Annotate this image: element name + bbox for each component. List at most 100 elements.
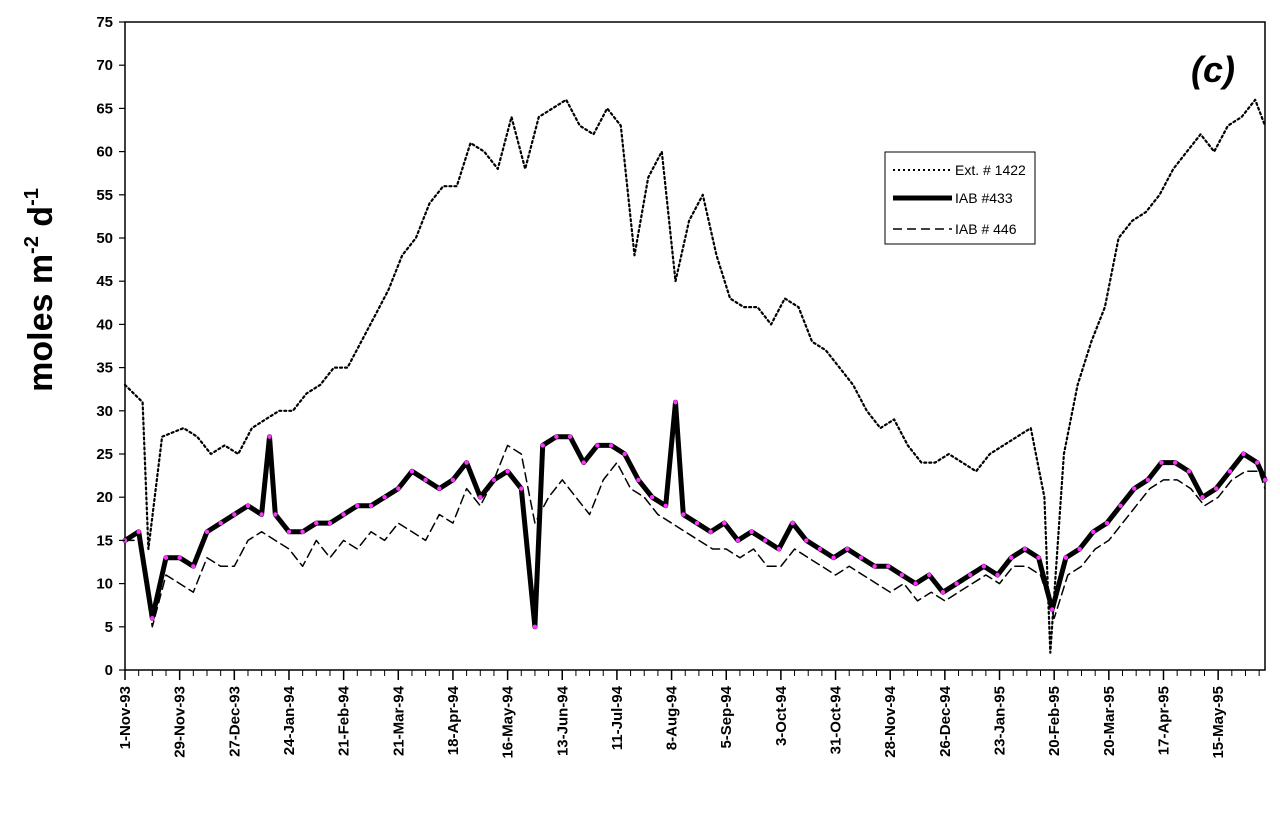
series-1-point bbox=[636, 477, 641, 483]
series-1-point bbox=[872, 564, 877, 569]
series-1-point bbox=[286, 529, 292, 534]
series-1-point bbox=[649, 495, 655, 500]
series-1-point bbox=[409, 469, 415, 474]
series-layer bbox=[122, 98, 1268, 654]
series-1-point bbox=[817, 546, 823, 552]
series-1-point bbox=[940, 590, 946, 595]
plot-area bbox=[124, 21, 1266, 671]
series-1-point bbox=[954, 581, 959, 586]
series-1-point bbox=[1077, 546, 1082, 552]
series-1-point bbox=[595, 443, 600, 448]
x-tick-label: 23-Jan-95 bbox=[992, 686, 1009, 755]
x-axis: 1-Nov-93 29-Nov-93 27-Dec-93 24-Jan-94 21-Fe… bbox=[117, 670, 1260, 759]
series-1-point bbox=[1009, 555, 1014, 560]
y-tick-label: 65 bbox=[96, 100, 113, 117]
series-1-point bbox=[163, 555, 169, 560]
y-tick-label: 45 bbox=[96, 273, 113, 290]
y-axis-label-sup2: -1 bbox=[21, 188, 43, 206]
y-tick-label: 70 bbox=[96, 57, 113, 74]
series-1-point bbox=[1022, 546, 1028, 552]
series-1-point bbox=[694, 520, 700, 526]
series-1-point bbox=[437, 486, 442, 491]
series-1-point bbox=[177, 555, 182, 560]
series-1-point bbox=[749, 529, 754, 534]
series-1-point bbox=[804, 538, 809, 543]
series-1-point bbox=[735, 538, 741, 543]
x-tick-label: 27-Dec-93 bbox=[226, 686, 243, 757]
series-1-point bbox=[1118, 503, 1123, 508]
series-1-point bbox=[581, 460, 586, 465]
y-tick-label: 40 bbox=[96, 316, 113, 333]
series-1-point bbox=[273, 512, 278, 517]
series-1-point bbox=[790, 520, 795, 526]
y-tick-label: 5 bbox=[105, 619, 113, 636]
x-tick-label: 8-Aug-94 bbox=[664, 685, 681, 750]
series-1-point bbox=[267, 434, 272, 439]
series-1-point bbox=[368, 503, 374, 508]
legend-label-ext1422: Ext. # 1422 bbox=[955, 162, 1026, 178]
y-axis-label: moles m-2 d-1 bbox=[21, 188, 60, 392]
series-1-point bbox=[218, 520, 223, 526]
x-tick-label: 24-Jan-94 bbox=[281, 685, 298, 755]
panel-label: (c) bbox=[1191, 49, 1235, 90]
series-1-point bbox=[722, 520, 727, 526]
series-1-point bbox=[1145, 477, 1151, 483]
series-1-point bbox=[608, 443, 614, 448]
series-line-1 bbox=[122, 399, 1268, 630]
series-1-point bbox=[567, 434, 573, 439]
series-1-point bbox=[1262, 477, 1268, 483]
x-tick-label: 15-May-95 bbox=[1210, 686, 1227, 759]
series-1-point bbox=[519, 486, 524, 491]
y-tick-label: 55 bbox=[96, 187, 113, 204]
series-1-point bbox=[1104, 520, 1110, 526]
series-1-point bbox=[831, 555, 836, 560]
series-1-point bbox=[663, 503, 668, 508]
y-tick-label: 30 bbox=[96, 403, 113, 420]
series-1-point bbox=[995, 572, 1000, 578]
series-1-point bbox=[191, 564, 196, 569]
series-1-point bbox=[423, 477, 428, 483]
y-tick-label: 60 bbox=[96, 144, 113, 161]
x-tick-label: 16-May-94 bbox=[500, 685, 517, 758]
y-tick-label: 25 bbox=[96, 446, 113, 463]
series-1-point bbox=[464, 460, 469, 465]
series-1-point bbox=[300, 529, 305, 534]
series-1-point bbox=[355, 503, 360, 508]
series-1-point bbox=[899, 572, 905, 578]
y-axis-label-mid: d bbox=[22, 206, 60, 236]
y-tick-label: 15 bbox=[96, 532, 113, 549]
series-1-point bbox=[1063, 555, 1069, 560]
y-axis-label-pre: moles m bbox=[22, 254, 60, 392]
x-tick-label: 28-Nov-94 bbox=[882, 685, 899, 757]
x-tick-label: 20-Feb-95 bbox=[1046, 686, 1063, 756]
series-1-point bbox=[1255, 460, 1260, 465]
x-tick-label: 1-Nov-93 bbox=[117, 686, 134, 749]
series-1-point bbox=[776, 546, 782, 552]
series-1-point bbox=[540, 443, 545, 448]
series-1-point bbox=[622, 451, 627, 457]
series-1-point bbox=[1132, 486, 1137, 491]
series-1-point bbox=[382, 495, 387, 500]
x-tick-label: 21-Mar-94 bbox=[390, 685, 407, 756]
y-axis-label-sup1: -2 bbox=[21, 236, 43, 254]
series-1-point bbox=[478, 495, 483, 500]
series-1-point bbox=[981, 564, 987, 569]
series-1-point bbox=[1091, 529, 1096, 534]
x-tick-label: 5-Sep-94 bbox=[718, 685, 735, 748]
x-tick-label: 31-Oct-94 bbox=[828, 685, 845, 754]
series-1-point bbox=[1159, 460, 1164, 465]
series-1-point bbox=[886, 564, 891, 569]
series-1-point bbox=[673, 400, 678, 405]
x-tick-label: 18-Apr-94 bbox=[445, 685, 462, 755]
series-1-point bbox=[1173, 460, 1178, 465]
series-1-point bbox=[136, 529, 141, 534]
series-1-point bbox=[913, 581, 918, 586]
y-axis: 0 5 10 15 20 25 30 35 40 45 50 55 60 65 70 75 bbox=[96, 14, 125, 679]
x-tick-label: 11-Jul-94 bbox=[609, 685, 626, 750]
series-1-point bbox=[314, 520, 319, 526]
legend-label-iab446: IAB # 446 bbox=[955, 221, 1017, 237]
legend: Ext. # 1422 IAB #433 IAB # 446 bbox=[884, 151, 1036, 245]
y-tick-label: 35 bbox=[96, 360, 113, 377]
series-1-point bbox=[259, 512, 264, 517]
